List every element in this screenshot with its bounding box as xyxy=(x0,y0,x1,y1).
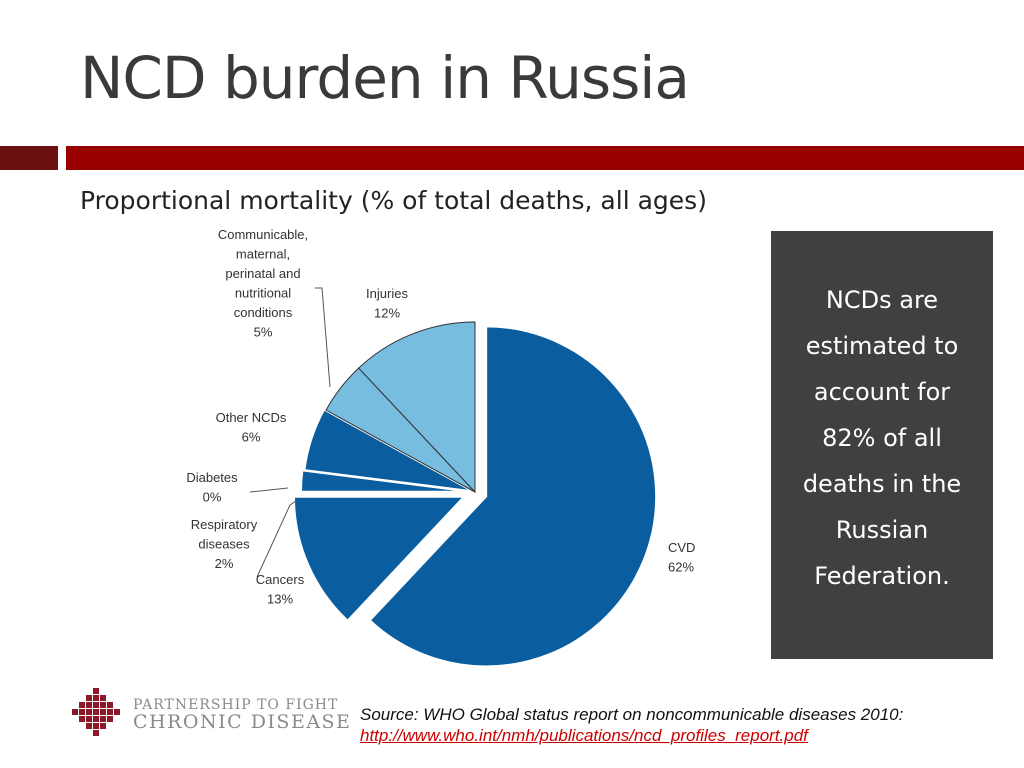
callout-line: account for xyxy=(813,378,951,406)
leader-line xyxy=(256,500,297,578)
callout-line: 82% of all xyxy=(822,424,942,452)
slice-label: Respiratory diseases 2% xyxy=(191,517,258,571)
callout-line: Federation. xyxy=(814,562,950,590)
logo-wordmark: PARTNERSHIP TO FIGHT CHRONIC DISEASE xyxy=(133,697,351,733)
callout-line: Russian xyxy=(835,516,929,544)
pie-slice-injuries xyxy=(357,321,476,494)
logo-line-1: PARTNERSHIP TO FIGHT xyxy=(133,697,339,713)
pie-slice-cancers xyxy=(292,495,467,623)
pie-slice-other-ncds xyxy=(303,408,474,493)
chart-subtitle: Proportional mortality (% of total death… xyxy=(80,186,707,215)
slice-label: Injuries 12% xyxy=(366,286,408,321)
callout-panel: NCDs are estimated to account for 82% of… xyxy=(771,231,993,659)
leader-line xyxy=(315,287,331,388)
source-citation: Source: WHO Global status report on nonc… xyxy=(360,704,903,746)
callout-line: deaths in the xyxy=(802,470,962,498)
logo-line-2: CHRONIC DISEASE xyxy=(133,711,352,733)
pie-slice-cvd xyxy=(368,325,658,668)
accent-bar-dark xyxy=(0,146,58,170)
slice-label: CVD 62% xyxy=(668,540,695,575)
accent-bar-red xyxy=(66,146,1024,170)
callout-line: estimated to xyxy=(805,332,959,360)
pie-chart: CVD 62% Cancers 13%Respiratory diseases 2% Dia… xyxy=(186,227,695,668)
callout-line: NCDs are xyxy=(825,286,939,314)
partnership-logo-icon xyxy=(72,688,120,736)
slice-label: Other NCDs 6% xyxy=(216,410,287,445)
slice-label: Cancers 13% xyxy=(256,572,305,607)
source-text: Source: WHO Global status report on nonc… xyxy=(360,705,904,724)
slice-label: Communicable, maternal, perinatal and nutri… xyxy=(218,227,308,340)
leader-line xyxy=(249,487,289,493)
source-link[interactable]: http://www.who.int/nmh/publications/ncd_… xyxy=(360,726,808,745)
slice-label: Diabetes 0% xyxy=(186,470,238,505)
slide-title: NCD burden in Russia xyxy=(80,44,690,112)
